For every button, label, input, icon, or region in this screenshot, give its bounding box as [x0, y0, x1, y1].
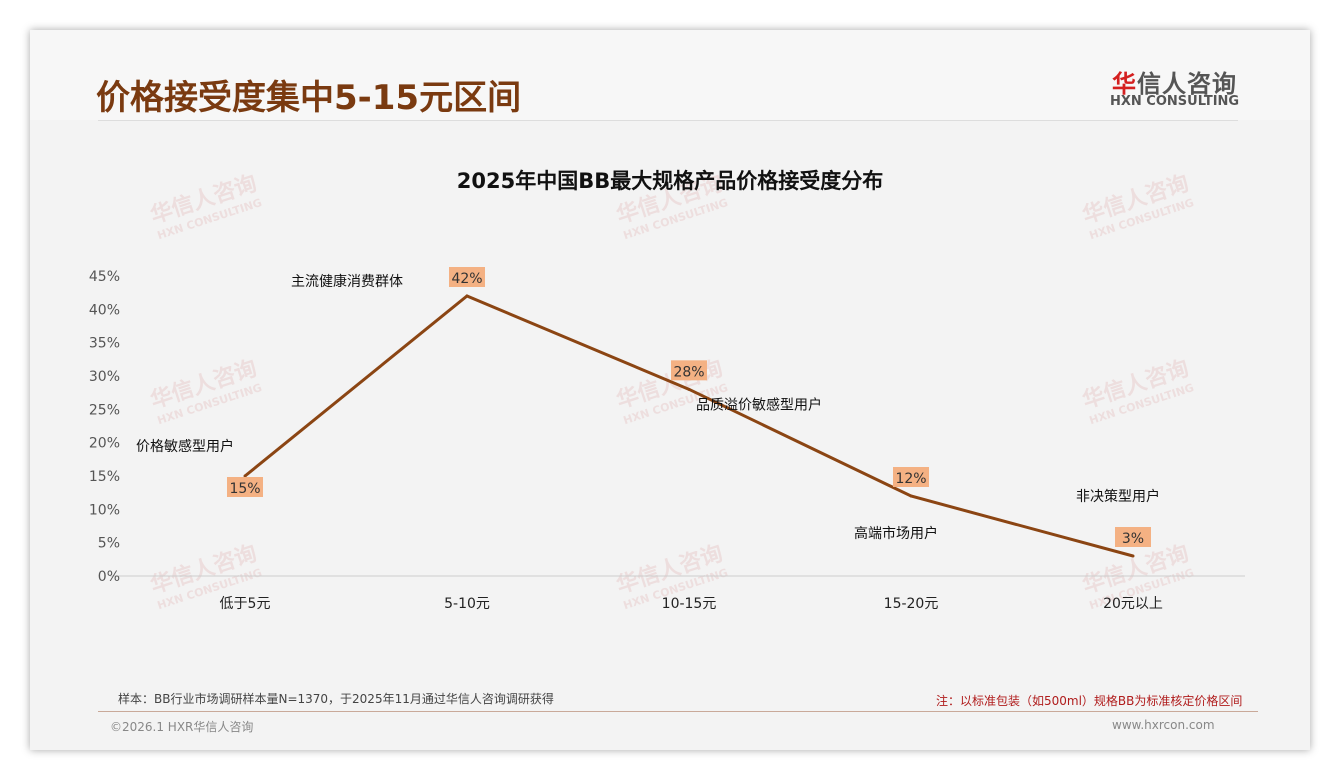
y-tick-label: 20%: [89, 436, 120, 452]
data-label-bg: [893, 467, 929, 487]
data-label: 15%: [229, 481, 260, 497]
data-point: [1131, 554, 1135, 558]
y-tick-label: 15%: [89, 469, 120, 485]
data-label: 28%: [673, 364, 704, 380]
y-tick-label: 0%: [98, 569, 120, 585]
logo-mark: 华: [1112, 70, 1137, 98]
annotation: 价格敏感型用户: [136, 438, 234, 455]
data-label: 42%: [451, 271, 482, 287]
data-label-bg: [227, 477, 263, 497]
x-tick-label: 10-15元: [662, 596, 717, 612]
annotation: 高端市场用户: [854, 525, 938, 542]
logo-subtitle: HXN CONSULTING: [1110, 94, 1240, 109]
footer-divider: [98, 711, 1258, 712]
chart-title: 2025年中国BB最大规格产品价格接受度分布: [457, 169, 883, 193]
annotation: 主流健康消费群体: [291, 273, 403, 290]
line-chart: 2025年中国BB最大规格产品价格接受度分布 0% 5% 10% 15% 20% 25% 3…: [89, 169, 1245, 612]
copyright: ©2026.1 HXR华信人咨询: [110, 720, 254, 734]
header-band: [30, 30, 1310, 120]
series-line: [244, 294, 1134, 558]
page-title: 价格接受度集中5-15元区间: [96, 78, 522, 118]
data-point: [687, 387, 691, 391]
y-tick-label: 30%: [89, 369, 120, 385]
data-point: [465, 294, 469, 298]
data-label-bg: [671, 360, 707, 381]
x-tick-label: 20元以上: [1103, 596, 1163, 612]
y-tick-label: 25%: [89, 402, 120, 418]
x-tick-label: 低于5元: [220, 596, 271, 612]
divider: [98, 120, 1238, 121]
x-tick-label: 15-20元: [884, 596, 939, 612]
annotation: 非决策型用户: [1076, 488, 1160, 505]
data-label: 12%: [895, 471, 926, 487]
footnote: 注：以标准包装（如500ml）规格BB为标准核定价格区间: [936, 694, 1243, 708]
slide: 价格接受度集中5-15元区间 华信人咨询 HXN CONSULTING 华信人咨…: [30, 30, 1310, 750]
y-tick-label: 45%: [89, 269, 120, 285]
annotation: 品质溢价敏感型用户: [696, 396, 822, 413]
website-link[interactable]: www.hxrcon.com: [1112, 718, 1215, 732]
logo: 华信人咨询: [1112, 64, 1237, 99]
y-tick-label: 35%: [89, 336, 120, 352]
y-tick-label: 5%: [98, 536, 120, 552]
data-label: 3%: [1122, 531, 1144, 547]
data-label-bg: [1115, 527, 1151, 547]
data-point: [243, 474, 247, 478]
y-tick-label: 40%: [89, 302, 120, 318]
logo-text: 信人咨询: [1137, 70, 1237, 98]
data-point: [909, 494, 913, 498]
x-tick-label: 5-10元: [444, 596, 490, 612]
sample-note: 样本：BB行业市场调研样本量N=1370，于2025年11月通过华信人咨询调研获…: [118, 692, 554, 706]
data-label-bg: [449, 267, 485, 287]
y-tick-label: 10%: [89, 502, 120, 518]
